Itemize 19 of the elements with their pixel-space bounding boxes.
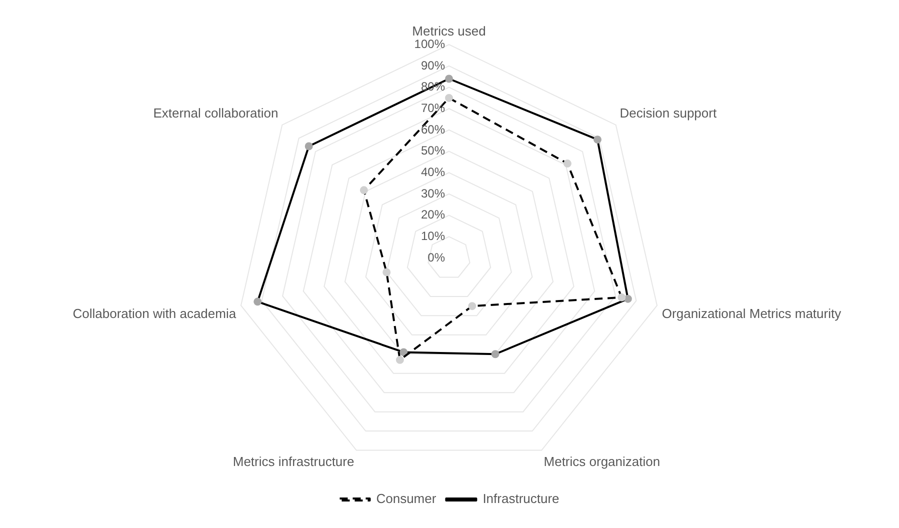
legend-label: Consumer [376, 491, 437, 506]
y-tick-label: 60% [420, 122, 446, 136]
y-tick-label: 40% [420, 164, 446, 179]
y-tick-label: 10% [420, 228, 446, 243]
y-tick-label: 0% [428, 250, 446, 264]
spoke-label: Collaboration with academia [72, 306, 237, 321]
legend-label: Infrastructure [482, 491, 560, 506]
spoke-label: External collaboration [153, 106, 278, 121]
y-tick-label: 20% [420, 208, 446, 222]
spoke-label: Metrics used [412, 23, 486, 38]
y-tick-label: 70% [420, 100, 446, 115]
y-tick-label: 90% [420, 58, 446, 72]
y-tick-label: 50% [420, 144, 446, 158]
spoke-label: Organizational Metrics maturity [662, 306, 842, 321]
spoke-label: Decision support [620, 106, 717, 121]
y-tick-label: 100% [414, 36, 446, 51]
spoke-label: Metrics organization [544, 454, 660, 470]
y-tick-label: 30% [420, 186, 446, 200]
spoke-label: Metrics infrastructure [232, 454, 354, 470]
